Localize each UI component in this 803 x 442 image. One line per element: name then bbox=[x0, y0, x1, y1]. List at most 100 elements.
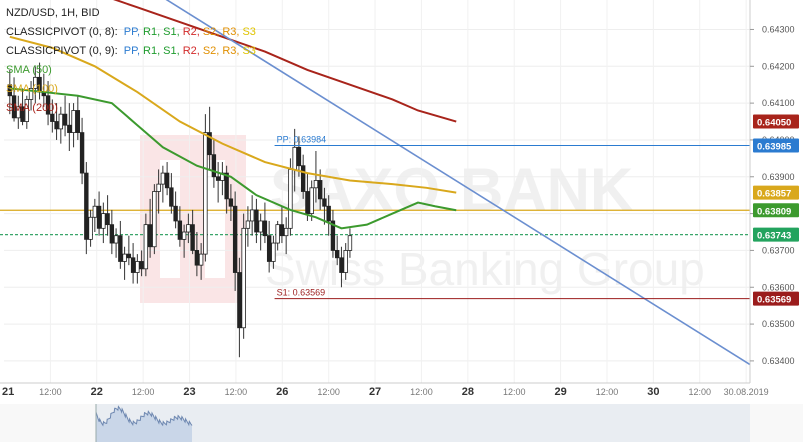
candle-body bbox=[109, 224, 115, 244]
candle-body bbox=[152, 191, 157, 248]
candle-body bbox=[262, 220, 268, 237]
candle-body bbox=[84, 172, 89, 240]
price-tick-label: 0.63900 bbox=[762, 172, 795, 182]
candle-body bbox=[279, 224, 285, 237]
sma-line bbox=[9, 35, 457, 194]
legend-item: PP, bbox=[123, 45, 141, 57]
legend-sma-100: SMA (100) bbox=[6, 83, 58, 95]
candle-body bbox=[334, 250, 340, 259]
pivot-label: PP: 0.63984 bbox=[277, 134, 327, 144]
legend-sma-200: SMA (200) bbox=[6, 102, 58, 114]
time-tick-label: 12:00 bbox=[410, 387, 433, 397]
legend-pivot-9-items: PP, R1, S1, R2, S2, R3, S3 bbox=[124, 45, 259, 57]
legend-item: R3, bbox=[222, 26, 240, 38]
candle-body bbox=[232, 205, 238, 273]
time-tick-label: 12:00 bbox=[688, 387, 711, 397]
legend-item: R2, bbox=[182, 26, 200, 38]
legend-item: S3 bbox=[242, 45, 256, 57]
time-tick-label: 12:00 bbox=[596, 387, 619, 397]
price-tag bbox=[753, 291, 799, 306]
candle-body bbox=[143, 224, 149, 270]
moving-averages bbox=[9, 0, 457, 230]
candle-body bbox=[79, 132, 85, 174]
time-axis[interactable]: 21 12:00 22 12:00 23 12:00 26 12:00 27 12:00 28 12:… bbox=[0, 382, 769, 398]
pivot-label: S1: 0.63569 bbox=[277, 288, 326, 298]
price-tag-label: 0.64050 bbox=[757, 118, 791, 129]
time-tick-label: 27 bbox=[369, 386, 381, 398]
time-tick-label: 12:00 bbox=[132, 387, 155, 397]
price-tick-label: 0.63700 bbox=[762, 245, 795, 255]
candle-body bbox=[237, 272, 242, 329]
legend-sma-50: SMA (50) bbox=[6, 64, 52, 76]
price-tag-label: 0.63857 bbox=[757, 189, 791, 200]
candle-body bbox=[203, 132, 208, 255]
price-tag bbox=[753, 227, 799, 242]
time-tick-label: 30.08.2019 bbox=[724, 387, 769, 397]
navigator-strip[interactable] bbox=[0, 404, 803, 442]
price-tag bbox=[753, 203, 799, 218]
legend-item: S3 bbox=[242, 26, 256, 38]
legend-item: S2, bbox=[202, 45, 220, 57]
time-tick-label: 30 bbox=[647, 386, 659, 398]
chart-title: NZD/USD, 1H, BID bbox=[6, 7, 100, 19]
candle-body bbox=[322, 198, 327, 207]
time-tick-label: 23 bbox=[183, 386, 195, 398]
candle-body bbox=[24, 99, 30, 122]
chart-legend: NZD/USD, 1H, BID CLASSICPIVOT (0, 8): PP… bbox=[6, 4, 262, 118]
candle-body bbox=[33, 76, 38, 89]
time-tick-label: 12:00 bbox=[317, 387, 340, 397]
price-tag-label: 0.63569 bbox=[757, 295, 791, 306]
candle-body bbox=[283, 227, 289, 237]
candle-body bbox=[118, 235, 123, 262]
time-tick-label: 29 bbox=[554, 386, 566, 398]
candle-body bbox=[75, 110, 81, 133]
candle-body bbox=[305, 191, 310, 214]
candle-body bbox=[245, 220, 251, 229]
candle-body bbox=[169, 187, 174, 207]
legend-item: S1, bbox=[163, 26, 180, 38]
price-tag-label: 0.63743 bbox=[757, 231, 791, 242]
candles-layer bbox=[7, 62, 353, 358]
price-tick-label: 0.64200 bbox=[762, 61, 795, 71]
candle-body bbox=[249, 209, 255, 222]
price-tick-label: 0.63600 bbox=[762, 282, 795, 292]
legend-item: PP, bbox=[123, 26, 141, 38]
candle-body bbox=[130, 257, 136, 273]
candle-body bbox=[62, 113, 68, 126]
candle-body bbox=[347, 235, 353, 251]
legend-pivot-9: CLASSICPIVOT (0, 9): PP, R1, S1, R2, S2, R3, S… bbox=[6, 42, 262, 61]
candle-body bbox=[139, 261, 144, 270]
candle-body bbox=[224, 172, 229, 200]
candle-body bbox=[164, 172, 170, 189]
candle-body bbox=[126, 253, 132, 259]
price-tag bbox=[753, 185, 799, 200]
candle-body bbox=[186, 224, 191, 233]
legend-item: R2, bbox=[182, 45, 200, 57]
candle-body bbox=[317, 180, 323, 200]
legend-item: R1, bbox=[143, 26, 161, 38]
candle-body bbox=[58, 113, 64, 130]
time-tick-label: 26 bbox=[276, 386, 288, 398]
navigator-window bbox=[96, 404, 750, 442]
candle-body bbox=[339, 257, 344, 273]
candle-body bbox=[254, 209, 259, 233]
candle-body bbox=[92, 205, 98, 218]
candle-body bbox=[190, 224, 195, 251]
candle-body bbox=[266, 235, 272, 262]
candle-body bbox=[173, 205, 178, 222]
candle-body bbox=[309, 187, 314, 214]
legend-pivot-8-items: PP, R1, S1, R2, S2, R3, S3 bbox=[124, 26, 259, 38]
candle-body bbox=[271, 242, 276, 262]
price-tag-label: 0.63985 bbox=[757, 141, 792, 152]
price-tag-label: 0.63809 bbox=[757, 206, 791, 217]
legend-item: S1, bbox=[163, 45, 180, 57]
candle-body bbox=[326, 205, 331, 222]
candle-body bbox=[330, 220, 336, 251]
time-tick-label: 28 bbox=[462, 386, 474, 398]
sma-line bbox=[113, 0, 457, 123]
time-tick-label: 12:00 bbox=[503, 387, 526, 397]
candle-body bbox=[313, 180, 319, 189]
sma-line bbox=[9, 87, 457, 230]
candle-body bbox=[177, 220, 183, 240]
